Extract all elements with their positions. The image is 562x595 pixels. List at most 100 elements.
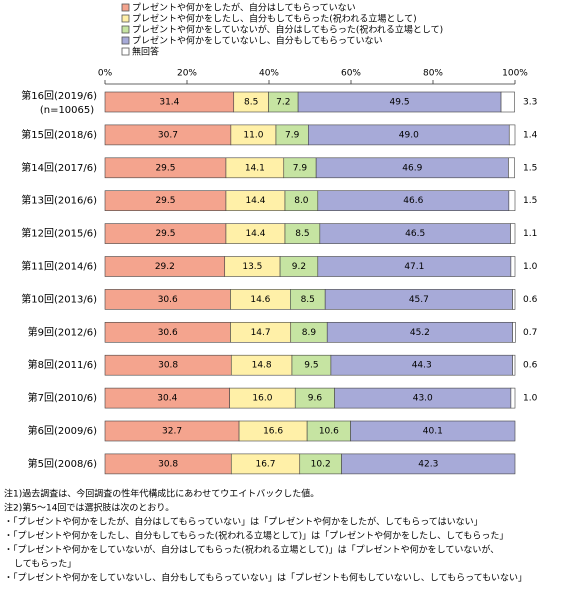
value-label: 30.8 [158, 459, 178, 469]
value-label: 8.5 [244, 98, 258, 108]
bar-segment [508, 124, 516, 146]
bar-segment [350, 420, 516, 442]
value-label: 29.5 [155, 163, 175, 173]
x-tick-label: 20% [177, 69, 197, 79]
legend-swatch [121, 47, 130, 56]
sample-note: (n=10065) [40, 105, 94, 116]
value-label: 13.5 [242, 262, 262, 272]
category-label: 第7回(2010/6) [28, 391, 97, 404]
category-label: 第16回(2019/6) [21, 89, 97, 102]
value-label: 49.5 [390, 98, 410, 108]
category-label: 第14回(2017/6) [21, 161, 97, 174]
note: してもらった」 [14, 559, 76, 570]
value-label: 8.5 [295, 229, 309, 239]
value-label: 9.6 [308, 394, 323, 404]
value-label: 30.6 [158, 295, 178, 305]
bar-segment [510, 256, 516, 277]
bar-segment [510, 387, 516, 409]
value-label: 30.8 [158, 361, 178, 371]
bar-segment [500, 91, 515, 113]
value-label: 45.7 [409, 295, 429, 305]
value-label: 1.5 [523, 163, 537, 173]
value-label: 0.7 [523, 328, 537, 338]
value-label: 0.6 [523, 295, 538, 305]
legend-label: プレゼントや何かをしたが、自分はしてもらっていない [132, 2, 356, 14]
category-label: 第12回(2015/6) [21, 227, 97, 240]
legend-label: プレゼントや何かをしていないし、自分もしてもらっていない [132, 35, 383, 47]
bar-segment [341, 453, 516, 475]
value-label: 46.9 [402, 163, 422, 173]
value-label: 31.4 [159, 98, 179, 108]
value-label: 1.0 [523, 394, 538, 404]
category-label: 第5回(2008/6) [28, 457, 97, 470]
value-label: 7.9 [285, 130, 300, 140]
legend-swatch [121, 25, 130, 34]
value-label: 32.7 [162, 427, 182, 437]
bar-segment [512, 321, 516, 343]
value-label: 43.0 [413, 394, 433, 404]
legend-swatch [121, 36, 130, 45]
value-label: 1.0 [523, 262, 538, 272]
value-label: 0.6 [523, 361, 538, 371]
legend-swatch [121, 14, 130, 23]
value-label: 8.5 [301, 295, 315, 305]
value-label: 30.7 [158, 130, 178, 140]
value-label: 44.3 [412, 361, 432, 371]
legend-label: プレゼントや何かをしたし、自分もしてもらった(祝われる立場として) [132, 13, 417, 25]
note: ・「プレゼントや何かをしたが、自分はしてもらっていない」は「プレゼントや何かをし… [4, 516, 483, 528]
legend-label: 無回答 [132, 46, 159, 58]
value-label: 14.4 [245, 229, 265, 239]
value-label: 46.5 [405, 229, 425, 239]
value-label: 29.2 [155, 262, 175, 272]
note: ・「プレゼントや何かをしていないが、自分はしてもらった(祝われる立場として)」は… [4, 544, 499, 556]
value-label: 7.9 [293, 163, 308, 173]
value-label: 40.1 [423, 427, 443, 437]
value-label: 1.5 [523, 196, 537, 206]
category-label: 第13回(2016/6) [21, 194, 97, 207]
value-label: 1.1 [523, 229, 537, 239]
legend-label: プレゼントや何かをしていないが、自分はしてもらった(祝われる立場として) [132, 24, 443, 36]
note: 注2)第5～14回では選択肢は次のとおり。 [4, 502, 174, 514]
value-label: 14.1 [245, 163, 265, 173]
value-label: 46.6 [403, 196, 423, 206]
bar-segment [508, 157, 515, 179]
bar-segment [508, 190, 516, 211]
value-label: 14.7 [251, 328, 271, 338]
value-label: 29.5 [155, 196, 175, 206]
value-label: 14.4 [245, 196, 265, 206]
bar-segment [512, 354, 516, 376]
category-label: 第9回(2012/6) [28, 325, 97, 338]
value-label: 45.2 [410, 328, 430, 338]
note: ・「プレゼントや何かをしていないし、自分もしてもらっていない」は「プレゼントも何… [4, 572, 527, 584]
note: 注1)過去調査は、今回調査の性年代構成比にあわせてウエイトバックした値。 [4, 488, 319, 500]
value-label: 11.0 [243, 130, 263, 140]
value-label: 30.6 [158, 328, 178, 338]
value-label: 3.3 [523, 98, 537, 108]
value-label: 16.6 [263, 427, 283, 437]
value-label: 7.2 [276, 98, 290, 108]
x-tick-label: 60% [341, 69, 361, 79]
value-label: 29.5 [155, 229, 175, 239]
category-label: 第10回(2013/6) [21, 292, 97, 305]
category-label: 第8回(2011/6) [28, 358, 97, 371]
value-label: 14.6 [250, 295, 270, 305]
bar-segment [512, 289, 516, 310]
value-label: 8.9 [302, 328, 317, 338]
bar-segment [510, 223, 516, 244]
category-label: 第6回(2009/6) [28, 424, 97, 437]
x-tick-label: 80% [423, 69, 443, 79]
value-label: 10.6 [319, 427, 339, 437]
category-label: 第15回(2018/6) [21, 128, 97, 141]
value-label: 47.1 [404, 262, 424, 272]
value-label: 9.5 [304, 361, 318, 371]
x-tick-label: 100% [502, 69, 528, 79]
value-label: 30.4 [157, 394, 177, 404]
legend-swatch [121, 3, 130, 12]
value-label: 49.0 [399, 130, 419, 140]
category-label: 第11回(2014/6) [21, 260, 97, 273]
value-label: 1.4 [523, 130, 538, 140]
x-tick-label: 40% [259, 69, 279, 79]
note: ・「プレゼントや何かをしたし、自分もしてもらった(祝われる立場として)」は「プレ… [4, 530, 508, 542]
